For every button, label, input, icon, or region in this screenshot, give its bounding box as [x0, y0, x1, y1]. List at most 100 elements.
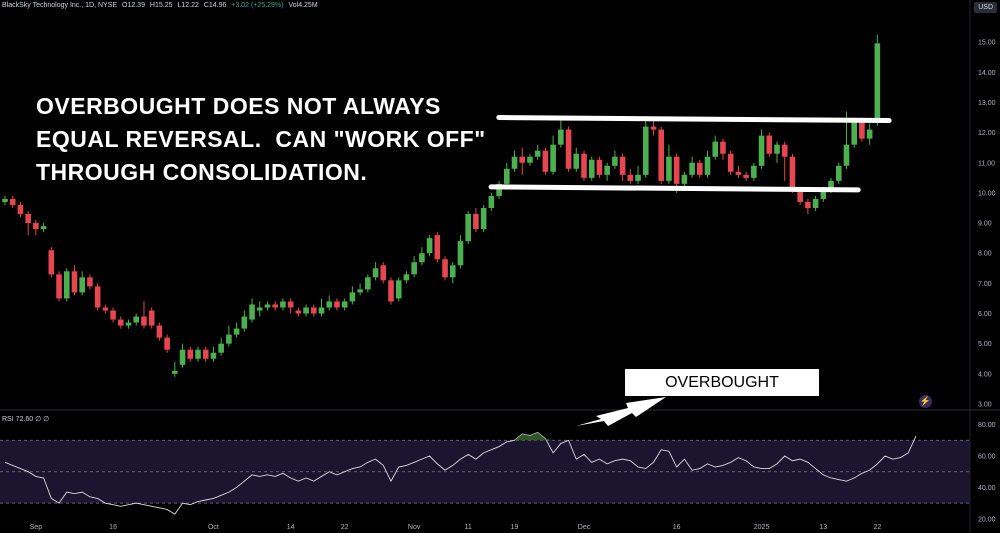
candle [805, 198, 811, 215]
candle-body [33, 223, 39, 230]
candle [63, 268, 70, 302]
candle-body [280, 301, 286, 308]
candle-body [658, 129, 664, 181]
candle [558, 120, 564, 148]
candle-body [241, 316, 248, 329]
candle [71, 265, 78, 296]
candle [511, 150, 518, 172]
candle [488, 192, 495, 211]
candle [712, 135, 719, 160]
candle [295, 307, 302, 317]
candle-body [249, 304, 255, 320]
x-tick-label: 14 [287, 524, 295, 531]
lightning-icon[interactable]: ⚡ [919, 395, 932, 408]
candle [179, 343, 186, 368]
candle [449, 262, 456, 284]
candle-body [843, 144, 850, 166]
candle [287, 298, 294, 314]
candle-body [442, 259, 448, 278]
currency-badge[interactable]: USD [974, 2, 997, 13]
x-tick-label: Nov [408, 524, 421, 531]
candle [866, 123, 873, 145]
candle-body [866, 129, 873, 139]
change-value: +3.02 (+25.29%) [231, 2, 284, 9]
candle-body [195, 349, 201, 359]
trend-lines [488, 115, 892, 193]
overbought-arrow [576, 397, 666, 426]
candle [697, 159, 703, 178]
overbought-label: OVERBOUGHT [625, 369, 819, 396]
candle-body [48, 250, 55, 275]
candle [133, 313, 140, 326]
candle-body [25, 214, 31, 224]
candle [550, 135, 556, 175]
rsi-line [4, 431, 917, 515]
candle [403, 271, 410, 284]
candle-body [63, 271, 70, 299]
chart-header: BlackSky Technology Inc., 1D, NYSE O12.3… [2, 2, 321, 9]
candle-body [71, 271, 78, 293]
candle [357, 283, 363, 296]
candle-body [118, 319, 124, 326]
candle-body [318, 307, 325, 314]
candle-body [596, 159, 603, 175]
candle [666, 144, 672, 184]
candle-body [859, 120, 865, 139]
candle [125, 319, 132, 329]
candle [565, 126, 572, 172]
candle [280, 298, 286, 311]
candle-body [480, 207, 487, 230]
candle-body [272, 304, 278, 308]
open-value: O12.39 [122, 2, 145, 9]
candle [17, 201, 24, 218]
price-tick-label: 3.00 [978, 401, 992, 408]
candle-body [403, 274, 410, 281]
candle [141, 301, 147, 329]
candle [635, 165, 641, 184]
candle [457, 235, 464, 269]
candle [226, 325, 232, 347]
candle [751, 162, 757, 181]
candle [164, 334, 170, 353]
x-tick-label: Sep [30, 524, 43, 531]
candle [781, 141, 788, 181]
candle [326, 295, 333, 311]
candle [365, 274, 371, 293]
price-tick-label: 9.00 [978, 221, 992, 228]
candle-body [534, 150, 541, 157]
x-tick-label: Oct [208, 524, 219, 531]
candle-body [94, 286, 101, 308]
candle [341, 298, 348, 311]
candle-body [766, 135, 773, 154]
candle-body [179, 349, 186, 365]
candle-body [751, 165, 757, 178]
candle-body [581, 153, 587, 178]
candle-body [303, 307, 309, 314]
rsi-indicator-label[interactable]: RSI 72.60 ∅ ∅ [2, 416, 50, 423]
candle-body [697, 162, 703, 175]
volume-value: Vol4.25M [288, 2, 318, 9]
candle-body [550, 144, 556, 172]
candle-body [627, 174, 634, 181]
candle-body [388, 280, 394, 302]
candle [658, 126, 664, 184]
rsi-band [0, 440, 970, 504]
candle-body [411, 262, 417, 275]
price-tick-label: 15.00 [978, 40, 996, 47]
candle [720, 138, 726, 160]
low-value: L12.22 [177, 2, 199, 9]
candle-body [473, 214, 479, 230]
x-tick-label: 16 [109, 524, 117, 531]
candle [87, 274, 93, 290]
candle [380, 262, 387, 284]
candle [480, 204, 487, 233]
candle [256, 301, 263, 317]
candle-body [125, 322, 132, 326]
symbol-name[interactable]: BlackSky Technology Inc., 1D, NYSE [2, 2, 118, 9]
candle-body [40, 226, 47, 230]
candle-body [79, 277, 85, 293]
candle [218, 337, 224, 356]
resistance-line [496, 115, 892, 124]
x-tick-label: 19 [511, 524, 519, 531]
